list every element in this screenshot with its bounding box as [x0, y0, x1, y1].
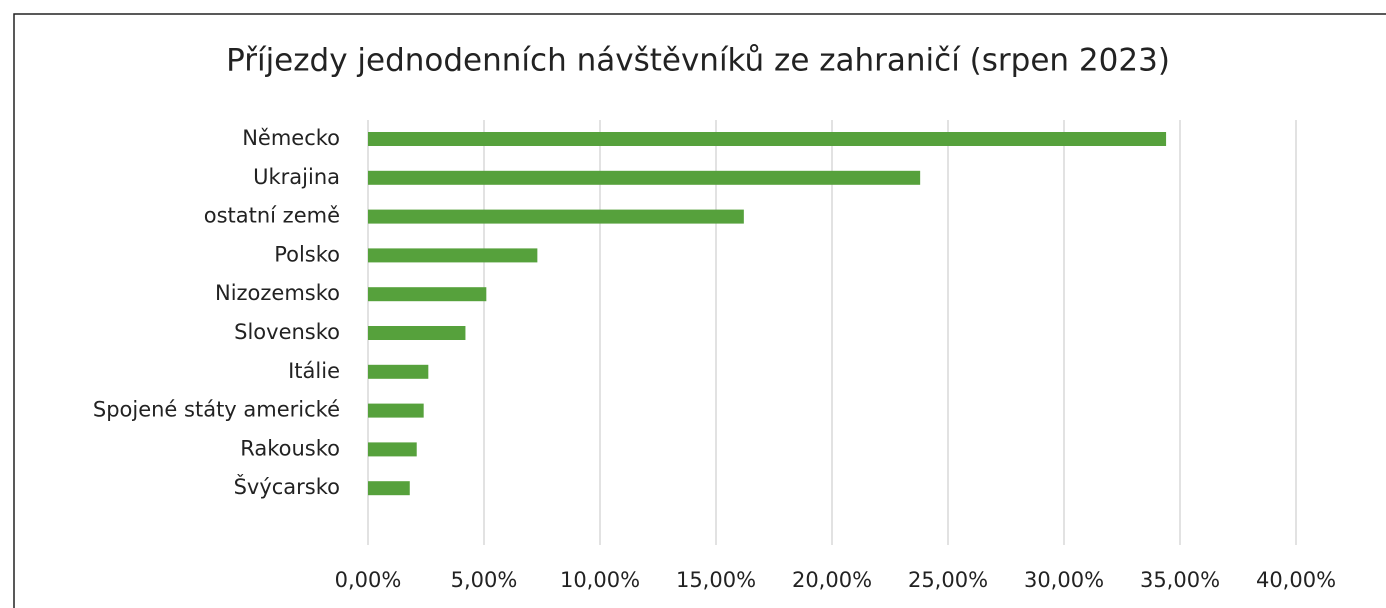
chart-frame — [13, 13, 1386, 608]
bar — [368, 442, 417, 457]
x-tick-label: 25,00% — [908, 568, 988, 592]
y-tick-label: Rakousko — [240, 436, 340, 460]
y-tick-label: Nizozemsko — [215, 281, 340, 305]
y-tick-label: Německo — [242, 126, 340, 150]
y-tick-label: ostatní země — [204, 204, 340, 228]
bar — [368, 326, 466, 340]
x-tick-label: 20,00% — [792, 568, 872, 592]
chart-title: Příjezdy jednodenních návštěvníků ze zah… — [226, 43, 1170, 79]
bar — [368, 170, 921, 185]
y-tick-label: Slovensko — [234, 320, 340, 344]
bar — [368, 287, 487, 302]
x-tick-label: 10,00% — [560, 568, 640, 592]
x-tick-label: 35,00% — [1140, 568, 1220, 592]
y-tick-label: Švýcarsko — [234, 474, 340, 499]
bar — [368, 132, 1167, 146]
x-tick-label: 5,00% — [451, 568, 518, 592]
y-tick-label: Itálie — [288, 359, 340, 383]
y-tick-label: Ukrajina — [253, 165, 340, 189]
x-tick-label: 15,00% — [676, 568, 756, 592]
bar — [368, 364, 429, 379]
y-tick-label: Spojené státy americké — [93, 398, 340, 422]
x-tick-label: 30,00% — [1024, 568, 1104, 592]
bar — [368, 248, 538, 263]
y-tick-label: Polsko — [274, 242, 340, 266]
bar — [368, 481, 410, 496]
x-tick-label: 0,00% — [335, 568, 402, 592]
bar — [368, 403, 424, 418]
bar — [368, 209, 744, 224]
x-tick-label: 40,00% — [1256, 568, 1336, 592]
